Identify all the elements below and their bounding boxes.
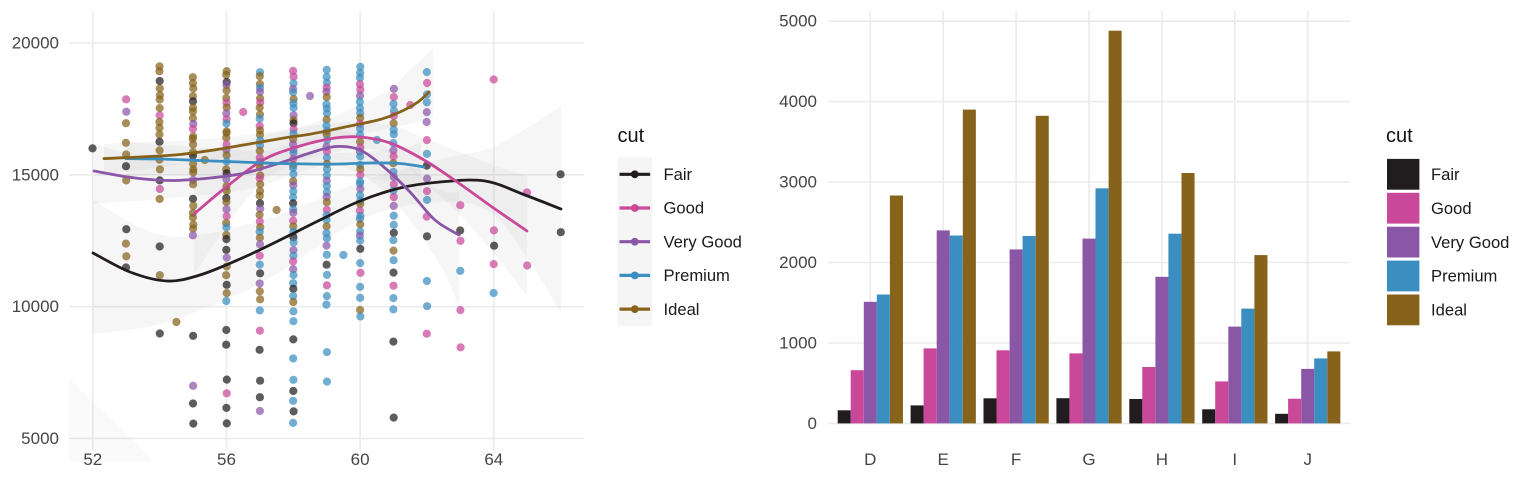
svg-text:D: D xyxy=(864,450,876,469)
svg-text:20000: 20000 xyxy=(12,34,59,53)
svg-text:Premium: Premium xyxy=(664,266,730,285)
svg-text:56: 56 xyxy=(217,450,236,469)
svg-text:52: 52 xyxy=(83,450,102,469)
svg-text:F: F xyxy=(1011,450,1021,469)
svg-text:cut: cut xyxy=(618,125,645,147)
svg-text:10000: 10000 xyxy=(12,297,59,316)
svg-text:Very Good: Very Good xyxy=(1431,233,1509,252)
svg-text:5000: 5000 xyxy=(779,12,817,31)
svg-text:Ideal: Ideal xyxy=(1431,301,1467,320)
svg-text:Premium: Premium xyxy=(1431,267,1497,286)
svg-text:15000: 15000 xyxy=(12,165,59,184)
svg-text:1000: 1000 xyxy=(779,334,817,353)
svg-text:2000: 2000 xyxy=(779,253,817,272)
svg-text:5000: 5000 xyxy=(21,429,59,448)
svg-text:E: E xyxy=(938,450,949,469)
svg-text:60: 60 xyxy=(351,450,370,469)
svg-text:J: J xyxy=(1303,450,1312,469)
svg-text:Good: Good xyxy=(1431,199,1472,218)
svg-text:Fair: Fair xyxy=(664,165,693,184)
svg-text:Very Good: Very Good xyxy=(664,232,742,251)
svg-text:G: G xyxy=(1082,450,1095,469)
svg-text:4000: 4000 xyxy=(779,92,817,111)
svg-text:3000: 3000 xyxy=(779,173,817,192)
svg-text:64: 64 xyxy=(484,450,503,469)
svg-text:Ideal: Ideal xyxy=(664,300,700,319)
svg-text:Good: Good xyxy=(664,199,705,218)
svg-text:cut: cut xyxy=(1386,125,1413,147)
svg-text:H: H xyxy=(1156,450,1168,469)
svg-text:0: 0 xyxy=(808,414,817,433)
svg-text:I: I xyxy=(1232,450,1237,469)
svg-text:Fair: Fair xyxy=(1431,165,1460,184)
